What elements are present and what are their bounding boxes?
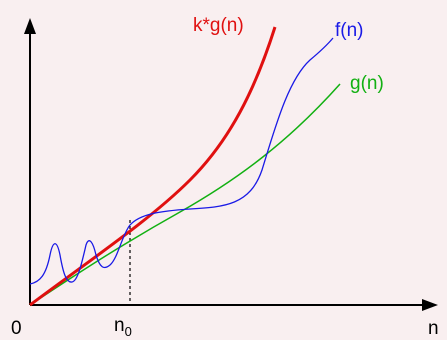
- origin-label: 0: [11, 318, 22, 339]
- x-axis-arrowhead: [422, 299, 438, 311]
- curve-f: [29, 37, 334, 285]
- curve-kg: [29, 26, 277, 307]
- curve-kg-label: k*g(n): [193, 15, 244, 36]
- curve-g-label: g(n): [350, 73, 384, 94]
- curve-f-label: f(n): [335, 20, 364, 41]
- threshold-label-subscript: 0: [125, 324, 132, 339]
- x-axis-label: n: [428, 318, 439, 339]
- threshold-label-base: n: [114, 315, 125, 336]
- curve-g: [29, 83, 341, 306]
- y-axis-arrowhead: [24, 18, 36, 34]
- threshold-label: n0: [114, 315, 132, 339]
